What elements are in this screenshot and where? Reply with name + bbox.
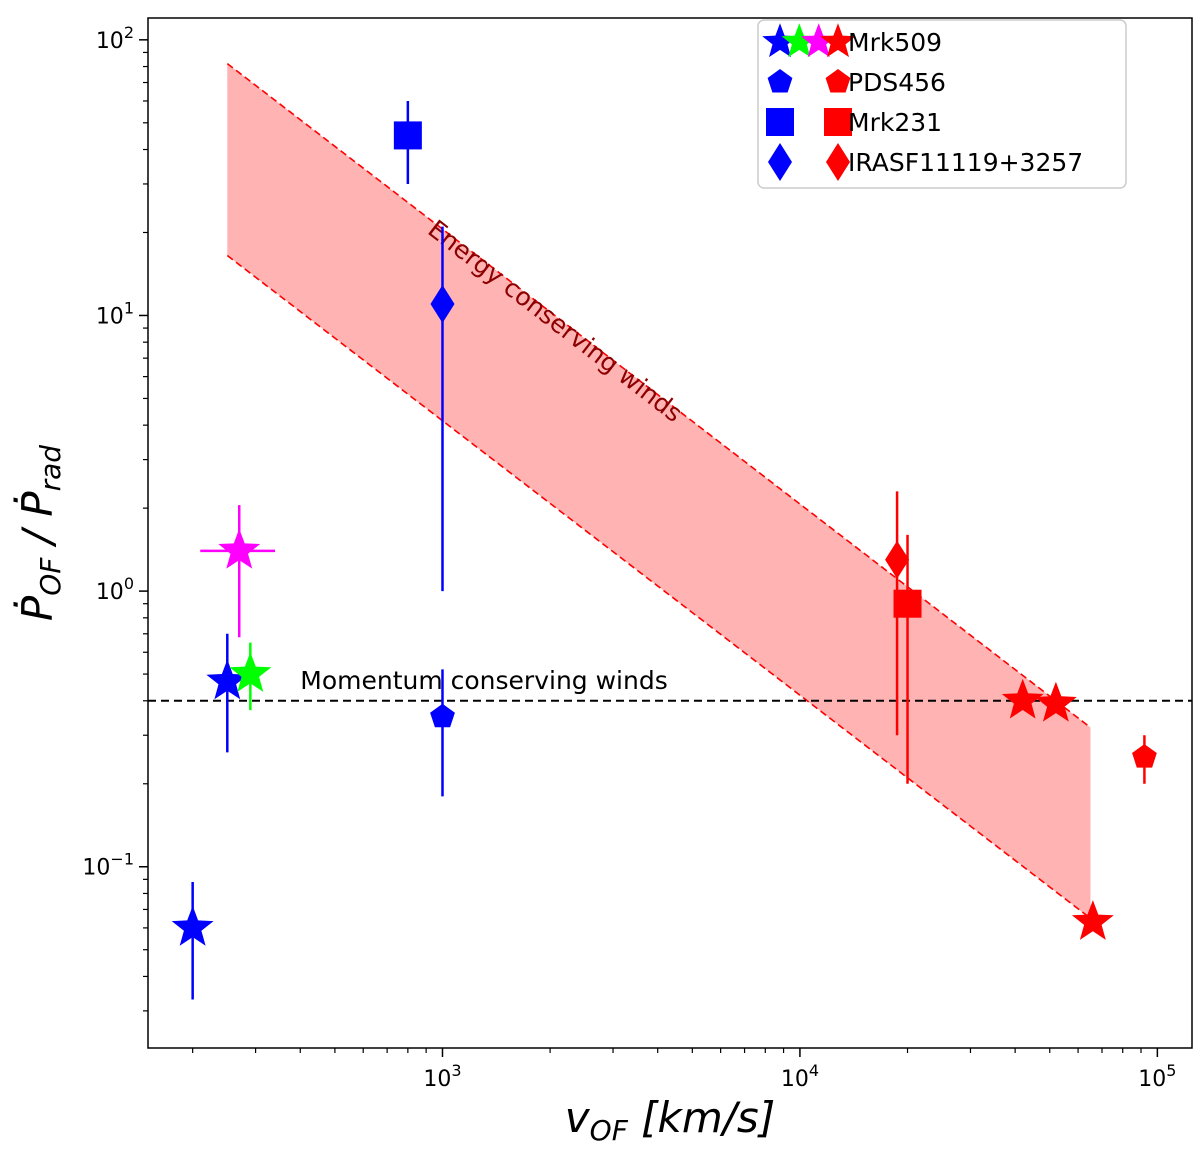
- pentagon-marker: [1132, 744, 1157, 768]
- legend-label: IRASF11119+3257: [848, 148, 1083, 177]
- x-tick-label: 103: [423, 1061, 461, 1092]
- star-marker: [171, 905, 214, 946]
- data-point: [430, 669, 455, 797]
- data-point: [1001, 678, 1044, 719]
- legend-label: Mrk509: [848, 28, 942, 57]
- reference-line-group: Momentum conserving winds: [148, 666, 1192, 702]
- star-marker: [218, 528, 261, 569]
- diamond-marker: [430, 285, 455, 324]
- legend-diamond-marker: [768, 143, 792, 181]
- star-marker: [229, 652, 272, 692]
- legend: Mrk509 PDS456 Mrk231 IRASF11119+3257: [757, 19, 1127, 189]
- y-tick-label: 102: [96, 23, 134, 54]
- star-marker: [1034, 681, 1077, 722]
- legend-star-marker: [820, 23, 856, 58]
- x-axis-title: vOF [km/s]: [565, 1093, 775, 1147]
- pentagon-marker: [430, 703, 455, 728]
- star-marker: [1001, 678, 1044, 719]
- legend-star-marker: [781, 23, 818, 58]
- y-tick-label: 100: [96, 574, 134, 605]
- legend-star-marker: [762, 23, 798, 58]
- x-tick-label: 104: [781, 1061, 819, 1092]
- x-tick-label: 105: [1138, 1061, 1176, 1092]
- momentum-line-label: Momentum conserving winds: [300, 666, 668, 695]
- plot-frame: [147, 17, 1193, 1049]
- data-point: [229, 642, 272, 711]
- energy-band-upper-edge: [226, 62, 1091, 729]
- data-point: [1071, 900, 1114, 940]
- energy-band-group: Energy conserving winds: [226, 62, 1091, 919]
- data-point: [393, 100, 422, 184]
- data-point: [885, 491, 910, 736]
- legend-entry: Mrk509: [762, 23, 942, 58]
- legend-label: Mrk231: [848, 108, 942, 137]
- energy-band-lower-edge: [226, 254, 1091, 919]
- axes-group: 103 104 105 10−1 100 101 102: [82, 23, 1176, 1092]
- legend-pentagon-marker: [825, 69, 851, 93]
- legend-pentagon-marker: [767, 69, 793, 93]
- legend-square-marker: [824, 108, 852, 136]
- data-point: [1132, 735, 1157, 784]
- data-point: [200, 505, 276, 638]
- diamond-marker: [885, 540, 910, 579]
- y-axis-title: ṖOF / Ṗrad: [12, 445, 67, 621]
- legend-entry: PDS456: [767, 68, 946, 97]
- legend-diamond-marker: [826, 143, 850, 181]
- data-points-group: [171, 100, 1157, 1000]
- star-marker: [1071, 900, 1114, 940]
- square-marker: [393, 121, 422, 150]
- data-point: [206, 633, 249, 753]
- legend-star-marker: [800, 23, 837, 58]
- legend-box: [757, 19, 1127, 189]
- y-tick-label: 10−1: [82, 850, 134, 881]
- axis-titles: vOF [km/s] ṖOF / Ṗrad: [12, 445, 775, 1147]
- data-point: [1034, 681, 1077, 722]
- legend-square-marker: [766, 108, 794, 136]
- legend-entry: Mrk231: [766, 108, 942, 137]
- data-point: [430, 226, 455, 592]
- star-marker: [206, 659, 249, 700]
- energy-band-fill: [227, 63, 1091, 919]
- legend-label: PDS456: [848, 68, 946, 97]
- legend-entry: IRASF11119+3257: [768, 143, 1083, 181]
- y-tick-label: 101: [96, 298, 134, 329]
- data-point: [171, 882, 214, 1000]
